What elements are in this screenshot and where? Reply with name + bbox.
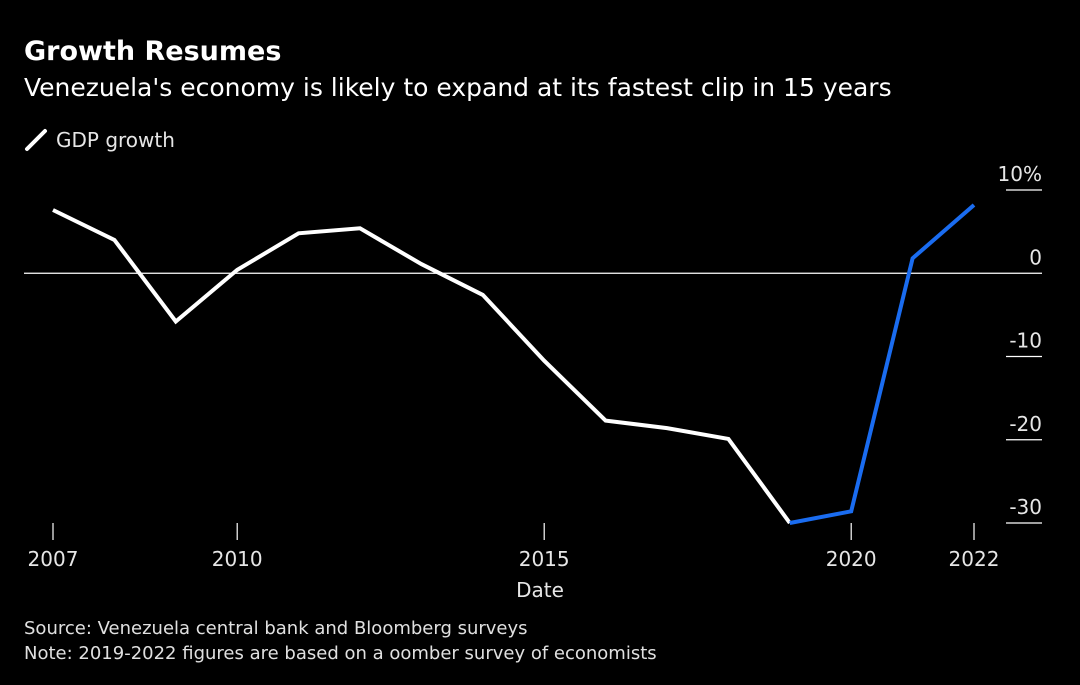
source-note: Source: Venezuela central bank and Bloom… — [24, 618, 528, 639]
x-tick-label: 2015 — [519, 547, 570, 571]
y-tick-label: 10% — [998, 162, 1042, 186]
legend: GDP growth — [24, 125, 175, 155]
legend-swatch-line — [25, 129, 47, 151]
y-tick-label: -20 — [1009, 412, 1042, 436]
x-tick-label: 2010 — [212, 547, 263, 571]
x-axis-label: Date — [516, 578, 564, 602]
chart-subtitle: Venezuela's economy is likely to expand … — [24, 73, 892, 102]
legend-label: GDP growth — [56, 128, 175, 152]
y-tick-label: -30 — [1009, 495, 1042, 519]
series-line-forecast — [789, 203, 976, 525]
series-line-actual — [52, 208, 792, 525]
x-tick-label: 2020 — [826, 547, 877, 571]
x-tick-label: 2022 — [949, 547, 1000, 571]
y-tick-label: 0 — [1029, 245, 1042, 269]
y-tick-label: -10 — [1009, 329, 1042, 353]
methodology-note: Note: 2019-2022 figures are based on a o… — [24, 643, 657, 664]
x-tick-label: 2007 — [28, 547, 79, 571]
diagonal-line-icon — [25, 129, 47, 151]
chart-title: Growth Resumes — [24, 36, 282, 67]
